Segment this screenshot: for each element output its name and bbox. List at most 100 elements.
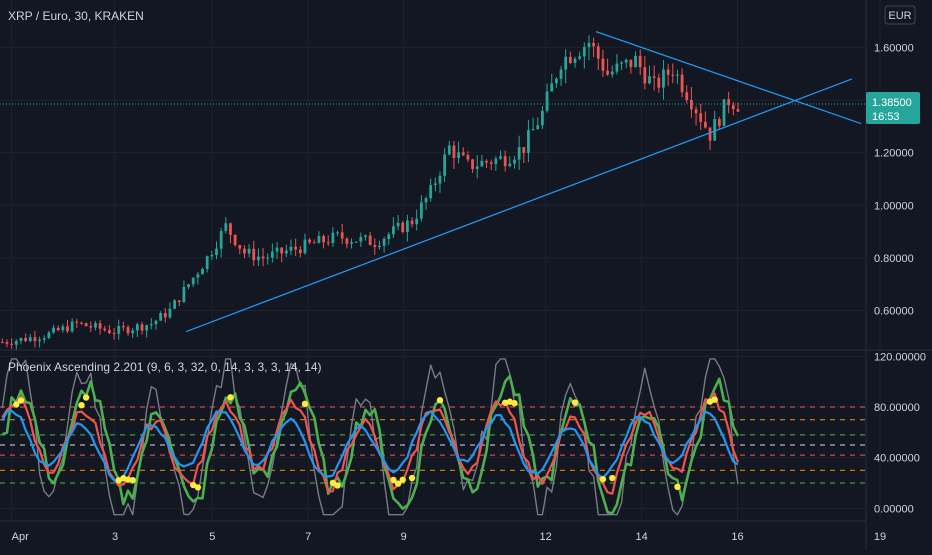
candle-body (447, 145, 451, 155)
candle-body (28, 337, 32, 342)
candle-body (652, 76, 656, 78)
candle-body (98, 323, 102, 329)
osc-signal-dot (78, 401, 85, 409)
candle-body (238, 245, 242, 249)
candle-body (517, 147, 521, 160)
candle-body (350, 242, 353, 244)
candle-body (173, 300, 176, 309)
candle-body (126, 327, 130, 334)
candle-body (201, 268, 204, 275)
time-tick-label: 7 (305, 531, 311, 543)
candle-body (33, 337, 37, 342)
osc-signal-dot (511, 399, 518, 407)
candle-body (722, 99, 726, 126)
candle-body (410, 220, 414, 225)
trendline (595, 30, 862, 125)
candle-body (620, 62, 623, 64)
last-price-time: 16:53 (872, 111, 900, 123)
price-tick-label: 0.60000 (874, 306, 914, 318)
candle-body (257, 256, 260, 261)
candle-body (298, 249, 302, 254)
candle-body (275, 247, 279, 252)
candle-body (38, 339, 41, 342)
candle-body (471, 159, 474, 169)
candle-body (657, 77, 661, 88)
candle-body (461, 152, 465, 156)
candle-body (233, 234, 237, 246)
candle-body (322, 236, 325, 243)
candle-body (536, 125, 540, 130)
osc-signal-dot (394, 480, 402, 487)
time-tick-label: 14 (635, 531, 647, 543)
candle-body (80, 322, 83, 324)
candle-body (94, 323, 97, 328)
candle-body (452, 145, 456, 159)
candle-body (690, 99, 693, 110)
candle-body (522, 147, 526, 154)
candle-body (610, 71, 614, 75)
candle-body (713, 119, 717, 141)
candle-body (703, 121, 707, 128)
candle-body (392, 226, 395, 235)
candle-body (606, 70, 609, 75)
candle-body (387, 234, 391, 239)
osc-series-line (1, 374, 740, 515)
trendline (186, 78, 853, 333)
last-price-value: 1.38500 (872, 97, 912, 109)
osc-signal-dot (436, 397, 444, 404)
candle-body (424, 198, 428, 203)
candle-body (56, 327, 60, 331)
candle-body (736, 109, 740, 112)
candle-body (731, 105, 735, 110)
candle-body (303, 239, 307, 254)
candle-body (564, 56, 568, 70)
candle-body (66, 326, 69, 332)
candle-body (243, 248, 246, 254)
time-tick-label: 5 (209, 531, 215, 543)
candle-body (103, 328, 107, 331)
candle-body (112, 333, 116, 335)
indicator-title[interactable]: Phoenix Ascending 2.201 (9, 6, 3, 32, 0,… (8, 360, 322, 374)
candle-body (312, 242, 316, 244)
currency-badge[interactable]: EUR (884, 5, 916, 25)
osc-signal-dot (82, 394, 90, 401)
candle-body (499, 156, 502, 159)
price-tick-label: 0.80000 (874, 253, 914, 265)
candle-body (84, 323, 88, 327)
candle-body (596, 46, 600, 59)
candle-body (24, 337, 28, 342)
candle-body (405, 220, 409, 233)
osc-signal-dot (124, 476, 132, 483)
osc-signal-dot (599, 475, 607, 483)
candle-body (187, 284, 190, 288)
candle-body (666, 69, 670, 75)
osc-series-line (1, 392, 740, 495)
candle-body (14, 340, 18, 345)
candle-body (266, 257, 270, 259)
candle-body (89, 326, 93, 328)
candle-body (648, 76, 651, 84)
candle-body (70, 321, 74, 332)
candle-body (61, 326, 65, 331)
candle-body (75, 321, 79, 323)
candle-body (615, 63, 619, 72)
candle-body (5, 342, 9, 344)
candle-body (177, 300, 181, 302)
candle-body (47, 332, 51, 339)
candle-body (215, 248, 218, 256)
candle-body (676, 74, 679, 76)
candle-body (527, 130, 530, 154)
candle-body (573, 58, 577, 63)
osc-signal-dot (408, 474, 416, 482)
candle-body (19, 337, 23, 341)
candle-body (182, 287, 186, 302)
candle-body (503, 156, 507, 167)
candle-body (578, 56, 582, 59)
candle-body (336, 232, 339, 234)
candle-body (671, 74, 675, 76)
candle-body (587, 42, 591, 48)
osc-signal-dot (329, 479, 337, 487)
osc-series-line (1, 409, 739, 482)
